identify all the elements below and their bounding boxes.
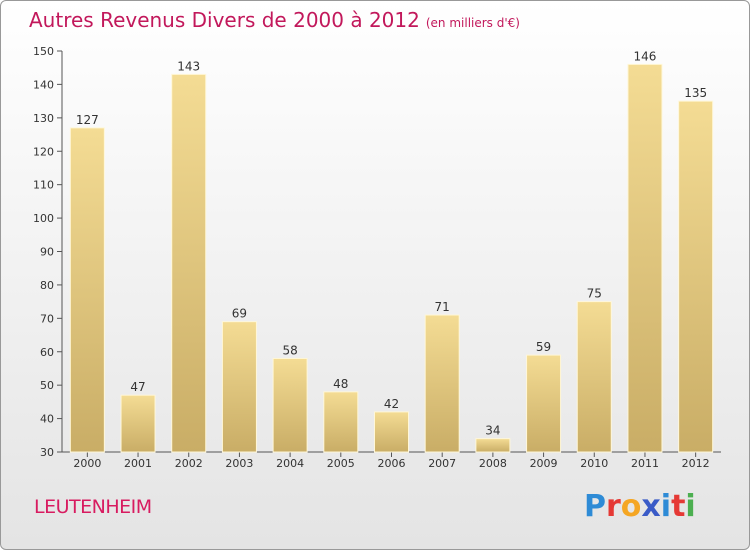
chart-data-labels: 127 47 143 69 58 48 42 71 34 59 75 146 135 (76, 49, 707, 437)
x-tick-label: 2006 (378, 457, 406, 470)
y-tick-label: 30 (40, 446, 54, 459)
y-tick-label: 50 (40, 379, 54, 392)
x-tick-label: 2010 (580, 457, 608, 470)
bar-value-label: 58 (282, 343, 297, 357)
bar-value-label: 34 (485, 424, 500, 438)
commune-name: LEUTENHEIM (34, 496, 152, 518)
bar-value-label: 71 (435, 300, 450, 314)
x-tick-label: 2012 (682, 457, 710, 470)
chart-axes: 30 40 50 60 70 80 90 100 110 120 130 140 150 2000 2001… (33, 45, 721, 470)
bar-2000 (69, 127, 105, 453)
y-tick-label: 40 (40, 413, 54, 426)
y-tick-label: 90 (40, 246, 54, 259)
x-tick-label: 2007 (428, 457, 456, 470)
bar-2010 (576, 301, 612, 453)
bar-value-label: 42 (384, 397, 399, 411)
bar-2007 (424, 314, 460, 453)
bar-2003 (221, 321, 257, 453)
bar-value-label: 135 (684, 86, 707, 100)
bar-2009 (526, 354, 562, 453)
bar-2004 (272, 357, 308, 453)
logo-letter: r (606, 489, 621, 524)
logo-letter: x (641, 489, 661, 524)
x-tick-label: 2008 (479, 457, 507, 470)
x-tick-label: 2001 (124, 457, 152, 470)
y-tick-label: 120 (33, 145, 54, 158)
chart-subtitle: (en milliers d'€) (425, 16, 520, 30)
bar-value-label: 143 (177, 59, 200, 73)
y-tick-label: 70 (40, 312, 54, 325)
y-tick-label: 60 (40, 346, 54, 359)
y-tick-label: 80 (40, 279, 54, 292)
logo-letter: t (671, 489, 686, 524)
logo-letter: i (660, 489, 672, 524)
x-tick-label: 2003 (225, 457, 253, 470)
bar-value-label: 47 (130, 380, 145, 394)
chart-title-text: Autres Revenus Divers de 2000 à 2012 (29, 8, 420, 32)
x-tick-label: 2000 (73, 457, 101, 470)
bar-value-label: 48 (333, 377, 348, 391)
bar-value-label: 127 (76, 113, 99, 127)
bar-value-label: 75 (587, 287, 602, 301)
proxiti-logo: Proxiti (584, 489, 696, 524)
bar-value-label: 146 (634, 49, 657, 63)
x-tick-label: 2002 (175, 457, 203, 470)
y-tick-label: 110 (33, 179, 54, 192)
chart-bars (69, 63, 714, 453)
chart-title: Autres Revenus Divers de 2000 à 2012 (en … (29, 8, 520, 32)
y-tick-label: 150 (33, 45, 54, 58)
x-tick-label: 2004 (276, 457, 304, 470)
logo-letter: P (584, 489, 606, 524)
bar-2001 (120, 394, 156, 453)
x-tick-label: 2011 (631, 457, 659, 470)
bar-value-label: 59 (536, 340, 551, 354)
x-tick-label: 2005 (327, 457, 355, 470)
y-tick-label: 130 (33, 112, 54, 125)
logo-letter: o (620, 489, 642, 524)
bar-2012 (678, 100, 714, 453)
bar-2006 (374, 411, 409, 453)
bar-value-label: 69 (232, 307, 247, 321)
y-tick-label: 140 (33, 78, 54, 91)
bar-2011 (627, 63, 663, 453)
y-tick-label: 100 (33, 212, 54, 225)
bar-2002 (171, 73, 207, 453)
bar-2005 (323, 391, 359, 453)
bar-2008 (475, 438, 511, 453)
logo-letter: i (685, 489, 696, 524)
x-tick-label: 2009 (530, 457, 558, 470)
